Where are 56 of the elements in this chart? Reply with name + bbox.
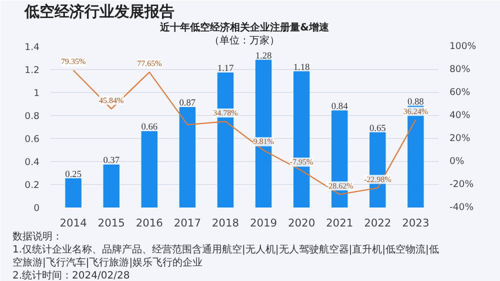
y-tick-label: 0.2 xyxy=(24,180,40,191)
x-tick-label: 2023 xyxy=(402,216,430,230)
y-tick-label: 0 xyxy=(34,203,40,214)
x-tick-label: 2021 xyxy=(326,216,354,230)
text: 2.统计时间：2024/02/28 xyxy=(12,270,130,281)
data-label: 36.24% xyxy=(403,106,428,116)
y2-tick-label: 20% xyxy=(450,133,470,144)
x-tick-label: 2017 xyxy=(174,216,202,230)
chart-title: 近十年低空经济相关企业注册量&增速 xyxy=(159,22,330,34)
data-label: -22.98% xyxy=(364,174,392,184)
data-label: 1.28 xyxy=(255,51,272,62)
y2-tick-label: 100% xyxy=(450,41,476,52)
data-label: 0.66 xyxy=(141,122,158,133)
chart-subtitle: （单位：万家） xyxy=(210,34,280,46)
y2-tick-label: 80% xyxy=(450,64,470,75)
bar xyxy=(103,164,120,208)
data-label: -28.62% xyxy=(326,181,354,190)
bar xyxy=(179,106,196,208)
x-tick-label: 2020 xyxy=(288,216,316,230)
x-tick-label: 2018 xyxy=(212,216,240,230)
x-tick-label: 2014 xyxy=(60,216,88,230)
data-label: 79.35% xyxy=(60,57,86,66)
y2-tick-label: 40% xyxy=(450,110,470,121)
bar xyxy=(141,131,158,208)
data-label: 34.78% xyxy=(213,108,238,118)
y-tick-label: 0.6 xyxy=(24,134,40,145)
bar xyxy=(65,178,82,208)
data-label: 0.25 xyxy=(65,170,82,180)
y2-tick-label: -20% xyxy=(450,179,474,190)
data-label: 0.88 xyxy=(408,97,424,108)
data-label: 0.65 xyxy=(369,124,386,134)
y-tick-label: 0.8 xyxy=(24,111,40,122)
y2-tick-label: 0% xyxy=(450,156,464,167)
text: 数据说明： xyxy=(12,230,62,242)
data-label: 0.87 xyxy=(179,98,196,108)
x-tick-label: 2016 xyxy=(136,216,164,230)
text: 低空经济行业发展报告 xyxy=(24,2,174,20)
data-label: 0.84 xyxy=(331,102,348,112)
data-label: 1.18 xyxy=(293,62,310,73)
bar xyxy=(255,60,272,208)
x-tick-label: 2019 xyxy=(250,216,278,230)
data-label: 1.17 xyxy=(217,64,234,74)
y-tick-label: 1.4 xyxy=(24,42,40,53)
y-tick-label: 0.4 xyxy=(24,157,40,168)
y-tick-label: 1 xyxy=(34,88,40,99)
data-label: -7.95% xyxy=(290,158,314,167)
y-tick-label: 1.2 xyxy=(24,65,40,76)
x-tick-label: 2022 xyxy=(364,216,392,230)
data-label: 77.65% xyxy=(137,59,162,68)
text: 1.仅统计企业名称、品牌产品、经营范围含通用航空|无人机|无人驾驶航空器|直升机|低空物流|低空旅游|飞行汽车|飞行旅游|娱乐飞行的企业 xyxy=(12,244,439,268)
y2-tick-label: 60% xyxy=(450,87,470,98)
y2-tick-label: -40% xyxy=(450,202,474,213)
data-label: 45.84% xyxy=(99,96,124,105)
data-label: 9.81% xyxy=(253,137,274,146)
x-tick-label: 2015 xyxy=(98,216,125,230)
data-label: 0.37 xyxy=(103,156,120,166)
